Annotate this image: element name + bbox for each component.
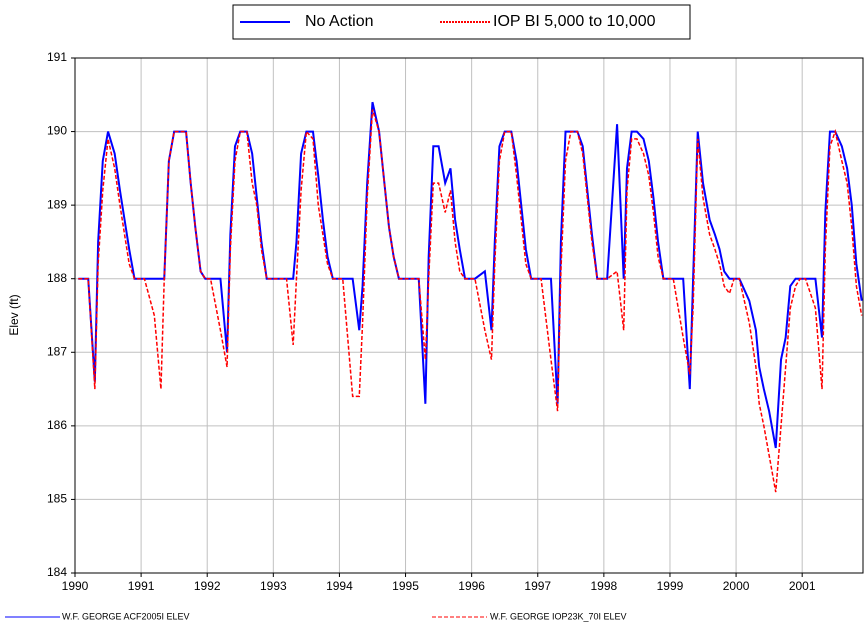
x-tick-label: 2001 [789,579,816,593]
y-tick-label: 184 [47,565,67,579]
x-tick-label: 2000 [723,579,750,593]
legend-label: No Action [305,13,373,30]
x-tick-label: 1994 [326,579,353,593]
x-tick-label: 1992 [194,579,221,593]
y-tick-label: 190 [47,124,67,138]
x-tick-label: 1991 [128,579,155,593]
series-line [78,101,863,449]
series-line [78,109,863,493]
y-tick-label: 187 [47,344,67,358]
y-tick-label: 188 [47,271,67,285]
x-tick-label: 1998 [591,579,618,593]
legend-label: IOP BI 5,000 to 10,000 [493,13,656,30]
y-tick-label: 189 [47,197,67,211]
y-axis-label: Elev (ft) [7,294,21,335]
y-tick-label: 191 [47,50,67,64]
y-tick-label: 185 [47,492,67,506]
x-tick-label: 1990 [62,579,89,593]
x-tick-label: 1997 [524,579,551,593]
x-tick-label: 1993 [260,579,287,593]
plot-frame [74,57,864,574]
footer-label: W.F. GEORGE IOP23K_70I ELEV [490,611,627,621]
x-tick-label: 1995 [392,579,419,593]
footer-label: W.F. GEORGE ACF2005I ELEV [62,611,190,621]
x-tick-label: 1999 [657,579,684,593]
x-tick-label: 1996 [458,579,485,593]
y-tick-label: 186 [47,418,67,432]
